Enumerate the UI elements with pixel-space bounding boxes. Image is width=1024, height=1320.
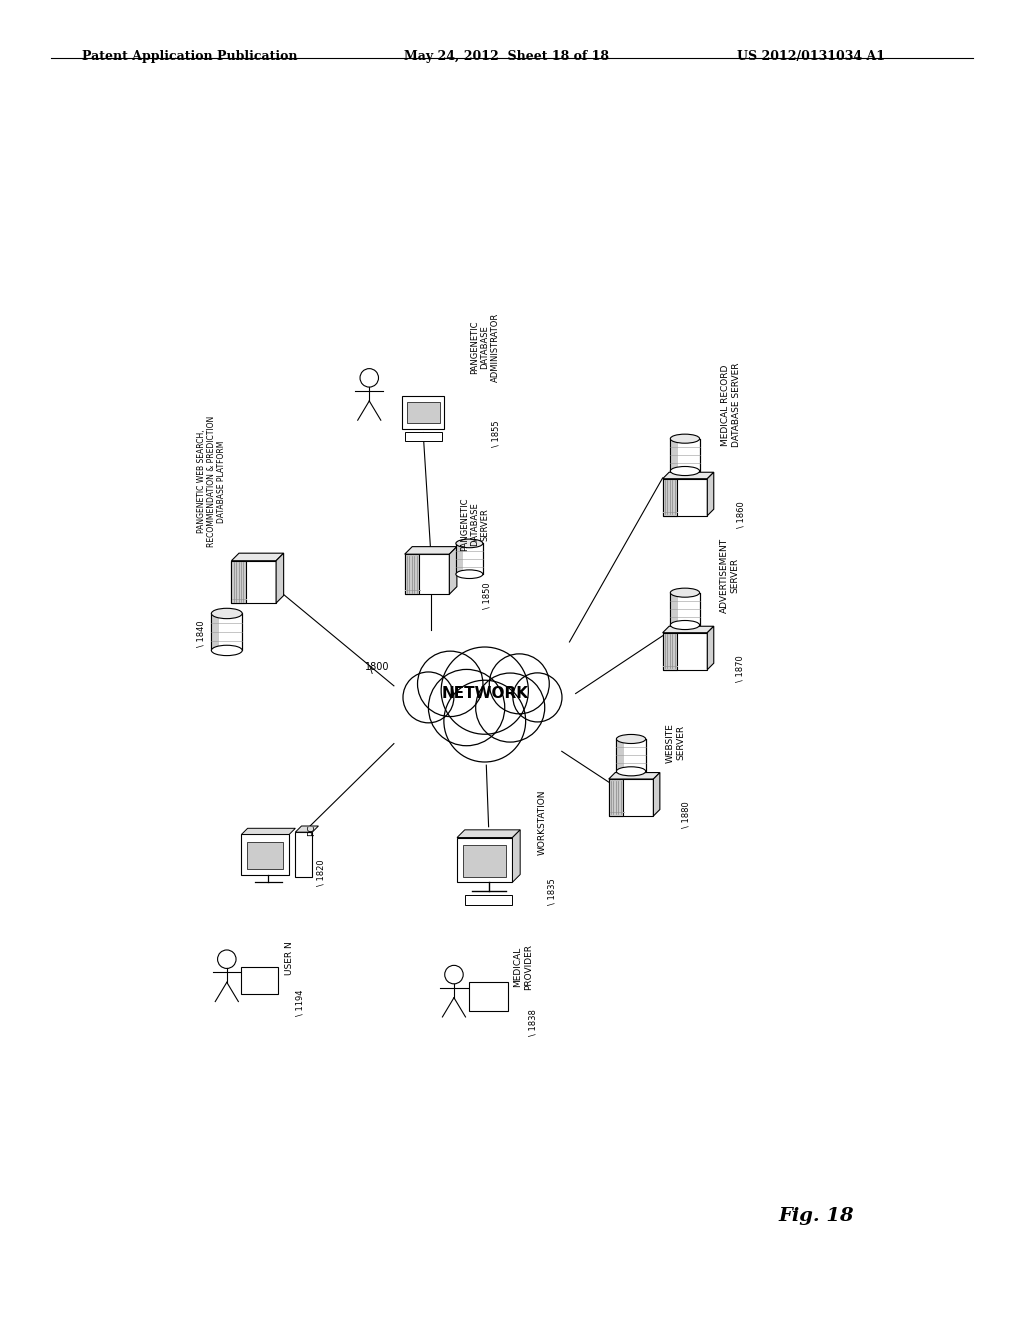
Circle shape (444, 965, 463, 983)
Bar (663, 632, 708, 669)
Text: \ 1860: \ 1860 (736, 502, 745, 528)
Polygon shape (608, 772, 659, 779)
Circle shape (217, 950, 237, 969)
Bar (295, 832, 312, 876)
Circle shape (418, 651, 483, 717)
Polygon shape (295, 826, 318, 832)
Text: NETWORK: NETWORK (441, 686, 528, 701)
Bar (231, 561, 246, 603)
Text: \ 1840: \ 1840 (197, 620, 206, 647)
Polygon shape (450, 546, 457, 594)
Text: ADVERTISEMENT
SERVER: ADVERTISEMENT SERVER (720, 537, 739, 612)
Ellipse shape (211, 609, 243, 619)
Bar (663, 632, 677, 669)
Text: WEBSITE
SERVER: WEBSITE SERVER (666, 723, 685, 763)
Bar (608, 779, 653, 816)
Polygon shape (708, 473, 714, 516)
Bar (456, 544, 463, 574)
Text: \ 1820: \ 1820 (316, 859, 326, 886)
Bar (211, 614, 219, 651)
Polygon shape (663, 473, 714, 479)
Bar (247, 842, 284, 869)
Text: Patent Application Publication: Patent Application Publication (82, 50, 297, 63)
Ellipse shape (671, 466, 699, 475)
Text: \ 1880: \ 1880 (681, 801, 690, 828)
Ellipse shape (456, 539, 483, 548)
Polygon shape (231, 553, 284, 561)
Circle shape (360, 368, 379, 387)
Bar (457, 838, 512, 882)
Text: PANGENETIC
DATABASE
SERVER: PANGENETIC DATABASE SERVER (460, 498, 489, 552)
Ellipse shape (671, 620, 699, 630)
Bar (608, 779, 623, 816)
Text: \: \ (369, 665, 373, 676)
Circle shape (441, 647, 528, 734)
Bar (671, 438, 699, 471)
Bar (671, 438, 678, 471)
Bar (241, 966, 278, 994)
Circle shape (489, 653, 549, 714)
Text: \ 1838: \ 1838 (528, 1010, 538, 1036)
Bar (242, 834, 289, 875)
Bar (671, 593, 699, 626)
Text: WORKSTATION: WORKSTATION (538, 789, 547, 855)
Bar (211, 614, 243, 651)
Bar (465, 895, 512, 906)
Text: \ 1855: \ 1855 (492, 420, 501, 447)
Ellipse shape (671, 434, 699, 444)
Circle shape (428, 669, 505, 746)
Polygon shape (457, 830, 520, 838)
Text: MEDICAL
PROVIDER: MEDICAL PROVIDER (514, 944, 532, 990)
Bar (404, 554, 450, 594)
Bar (616, 739, 624, 771)
Polygon shape (663, 626, 714, 632)
Polygon shape (242, 829, 295, 834)
Text: May 24, 2012  Sheet 18 of 18: May 24, 2012 Sheet 18 of 18 (404, 50, 609, 63)
Circle shape (443, 680, 525, 762)
Bar (463, 845, 507, 876)
Text: PANGENETIC WEB SEARCH,
RECOMMENDATION & PREDICTION
DATABASE PLATFORM: PANGENETIC WEB SEARCH, RECOMMENDATION & … (197, 416, 226, 548)
Ellipse shape (211, 645, 243, 656)
Circle shape (513, 673, 562, 722)
Ellipse shape (616, 767, 646, 776)
Text: \ 1835: \ 1835 (547, 878, 556, 906)
Text: MEDICAL RECORD
DATABASE SERVER: MEDICAL RECORD DATABASE SERVER (722, 363, 740, 447)
Bar (616, 739, 646, 771)
Text: USER N: USER N (286, 941, 295, 974)
Bar (231, 561, 276, 603)
Bar (402, 396, 444, 429)
Text: \ 1850: \ 1850 (482, 582, 492, 609)
Polygon shape (404, 546, 457, 554)
Circle shape (476, 673, 545, 742)
Circle shape (403, 672, 454, 723)
Bar (663, 479, 677, 516)
Text: \ 1870: \ 1870 (735, 655, 744, 682)
Text: PC: PC (307, 825, 316, 836)
Text: 1800: 1800 (365, 661, 389, 672)
Bar (469, 982, 508, 1011)
Text: PANGENETIC
DATABASE
ADMINISTRATOR: PANGENETIC DATABASE ADMINISTRATOR (470, 313, 500, 381)
Ellipse shape (671, 589, 699, 597)
Text: US 2012/0131034 A1: US 2012/0131034 A1 (737, 50, 886, 63)
Bar (671, 593, 678, 626)
Text: \ 1194: \ 1194 (296, 990, 304, 1016)
Bar (404, 554, 419, 594)
Text: Fig. 18: Fig. 18 (778, 1206, 854, 1225)
Bar (407, 403, 439, 422)
Ellipse shape (616, 734, 646, 743)
Polygon shape (512, 830, 520, 882)
Polygon shape (708, 626, 714, 669)
Bar (404, 432, 441, 441)
Polygon shape (276, 553, 284, 603)
Bar (663, 479, 708, 516)
Bar (456, 544, 483, 574)
Ellipse shape (456, 570, 483, 578)
Polygon shape (653, 772, 659, 816)
